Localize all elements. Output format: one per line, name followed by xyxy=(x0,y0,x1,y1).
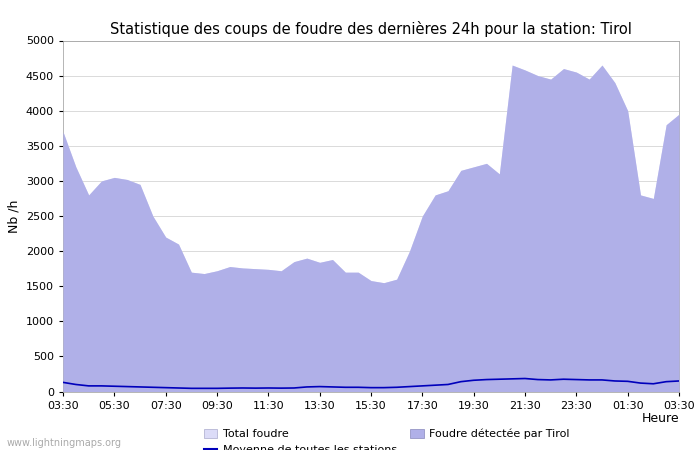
Title: Statistique des coups de foudre des dernières 24h pour la station: Tirol: Statistique des coups de foudre des dern… xyxy=(110,21,632,36)
Y-axis label: Nb /h: Nb /h xyxy=(7,199,20,233)
Text: www.lightningmaps.org: www.lightningmaps.org xyxy=(7,438,122,448)
Legend: Total foudre, Moyenne de toutes les stations, Foudre détectée par Tirol: Total foudre, Moyenne de toutes les stat… xyxy=(204,429,570,450)
Text: Heure: Heure xyxy=(641,412,679,425)
